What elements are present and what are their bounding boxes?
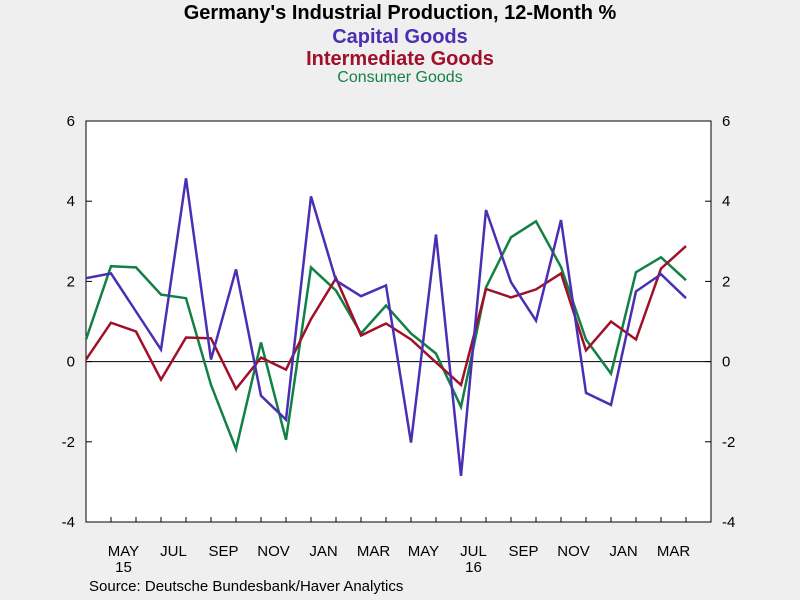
subtitle-consumer-goods: Consumer Goods — [337, 69, 463, 86]
x-tick-label: MAR — [657, 543, 691, 560]
y-tick-label-left: -4 — [62, 514, 75, 531]
x-tick-year-label: 15 — [115, 559, 132, 576]
series-line-intermediate-goods — [84, 245, 687, 392]
y-tick-label-left: -2 — [62, 434, 75, 451]
x-tick-label: SEP — [508, 543, 538, 560]
source-note: Source: Deutsche Bundesbank/Haver Analyt… — [89, 578, 404, 595]
x-tick-label: MAY — [408, 543, 439, 560]
series-line-consumer-goods — [84, 219, 687, 454]
chart-title-block: Germany's Industrial Production, 12-Mont… — [0, 0, 800, 86]
x-tick-label: SEP — [208, 543, 238, 560]
x-tick-label: JUL — [460, 543, 487, 560]
y-tick-label-right: -2 — [722, 434, 735, 451]
chart-title: Germany's Industrial Production, 12-Mont… — [183, 2, 617, 24]
subtitle-intermediate-goods: Intermediate Goods — [306, 48, 494, 70]
x-tick-label: NOV — [557, 543, 590, 560]
x-tick-label: MAY — [108, 543, 139, 560]
subtitle-capital-goods: Capital Goods — [332, 26, 468, 48]
x-tick-label: JUL — [160, 543, 187, 560]
plot-area — [85, 120, 712, 523]
x-tick-label: NOV — [257, 543, 290, 560]
x-tick-year-label: 16 — [465, 559, 482, 576]
y-tick-label-right: 2 — [722, 273, 730, 290]
y-tick-label-left: 6 — [67, 113, 75, 130]
y-tick-label-right: 6 — [722, 113, 730, 130]
y-tick-label-right: 0 — [722, 354, 730, 371]
x-tick-label: JAN — [609, 543, 637, 560]
y-tick-label-right: 4 — [722, 193, 730, 210]
y-tick-label-left: 2 — [67, 273, 75, 290]
series-line-capital-goods — [85, 178, 687, 477]
y-tick-label-left: 0 — [67, 354, 75, 371]
y-tick-label-right: -4 — [722, 514, 735, 531]
x-tick-label: MAR — [357, 543, 391, 560]
x-tick-label: JAN — [309, 543, 337, 560]
y-tick-label-left: 4 — [67, 193, 75, 210]
